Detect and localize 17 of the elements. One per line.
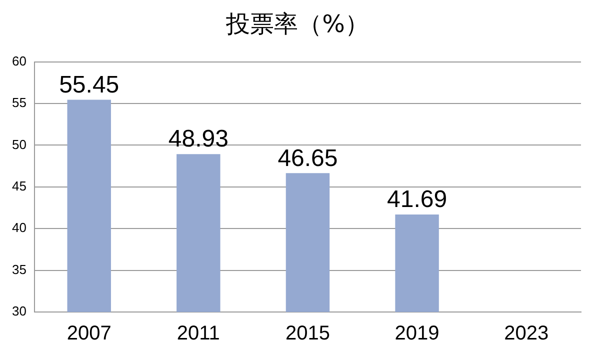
- x-tick-label: 2023: [504, 322, 549, 345]
- y-tick-label: 60: [12, 53, 26, 68]
- y-tick-label: 45: [12, 178, 26, 194]
- y-tick-label: 40: [12, 220, 26, 236]
- x-tick-label: 2015: [285, 322, 330, 345]
- x-tick-label: 2007: [66, 322, 112, 345]
- y-tick-label: 30: [12, 304, 26, 319]
- data-label: 55.45: [59, 71, 120, 98]
- data-label: 48.93: [168, 126, 228, 153]
- y-tick-label: 35: [12, 262, 26, 277]
- data-label: 41.69: [387, 186, 448, 214]
- x-tick-label: 2011: [176, 322, 220, 345]
- chart-title: 投票率（%）: [225, 9, 370, 40]
- x-tick-label: 2019: [394, 322, 440, 345]
- y-tick-label: 50: [12, 136, 26, 152]
- y-tick-label: 55: [12, 95, 26, 110]
- data-label: 46.65: [278, 144, 338, 172]
